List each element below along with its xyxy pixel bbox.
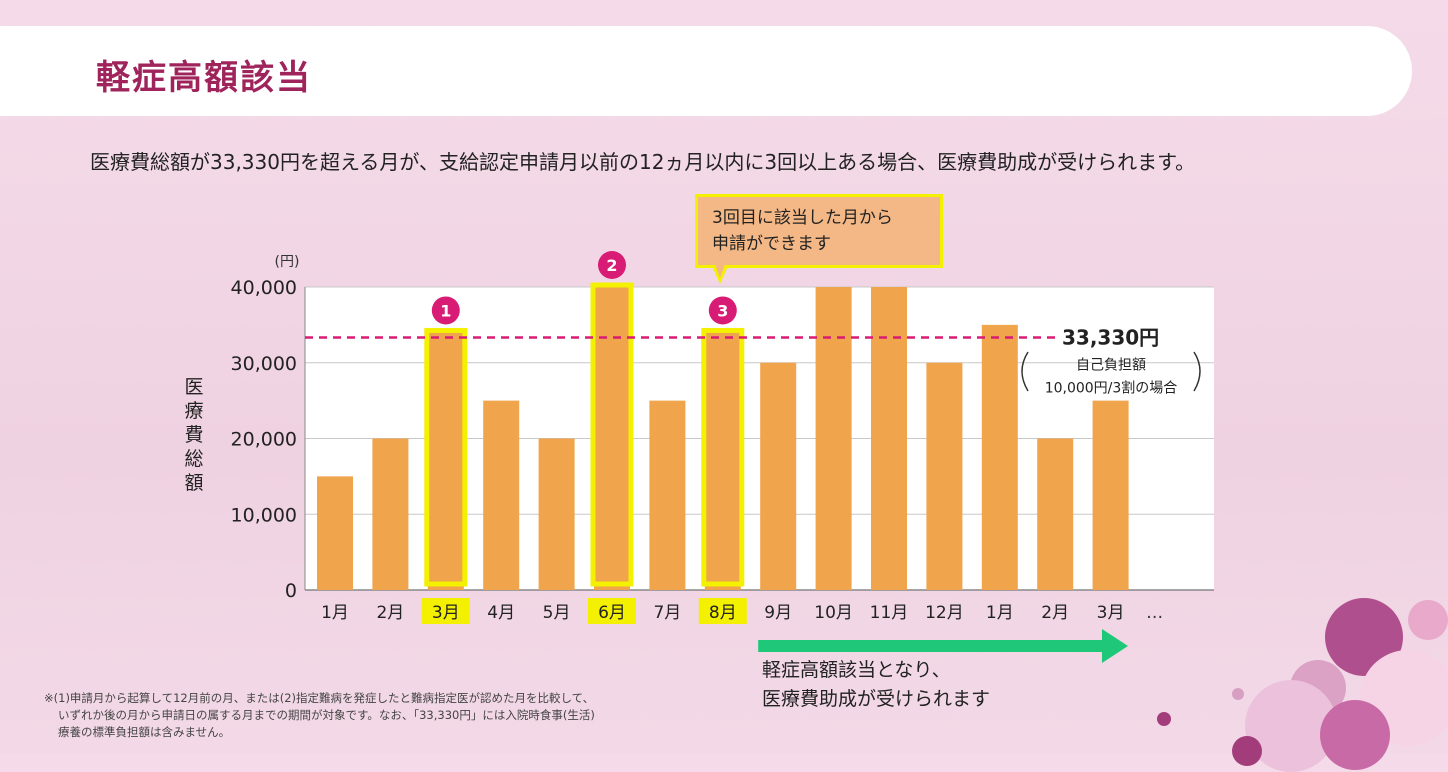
x-tick-label: 4月 — [487, 603, 515, 623]
footnote-line-3: 療養の標準負担額は含みません。 — [58, 725, 231, 739]
bar-highlight — [590, 282, 634, 587]
arrow-caption: 軽症高額該当となり、 医療費助成が受けられます — [762, 656, 990, 714]
threshold-label: 33,330円 — [1062, 326, 1159, 350]
arrow-head — [1102, 629, 1128, 663]
x-tick-label: 5月 — [543, 603, 571, 623]
bar — [871, 287, 907, 590]
description-text: 医療費総額が33,330円を超える月が、支給認定申請月以前の12ヵ月以内に3回以… — [90, 150, 1196, 174]
title-bar — [0, 26, 1412, 116]
y-tick-label: 20,000 — [231, 429, 297, 451]
decorative-bubble — [1320, 700, 1390, 770]
y-tick-label: 30,000 — [231, 353, 297, 375]
bar — [926, 362, 963, 590]
y-axis-title-char: 療 — [184, 400, 203, 422]
arrow-shaft — [758, 640, 1104, 652]
callout-tail-fill — [715, 264, 725, 278]
bar — [1037, 438, 1074, 590]
category-highlight — [698, 598, 747, 624]
bar — [815, 287, 852, 590]
y-tick-label: 10,000 — [231, 504, 297, 526]
page-title: 軽症高額該当 — [96, 58, 312, 98]
x-tick-label: 7月 — [653, 603, 681, 623]
paren-left — [1021, 351, 1029, 392]
bar — [760, 362, 797, 590]
x-tick-label: 6月 — [598, 603, 626, 623]
bar-highlight — [701, 327, 745, 587]
x-tick-label: 1月 — [986, 603, 1014, 623]
bar — [981, 324, 1018, 590]
x-tick-label: 9月 — [764, 603, 792, 623]
x-tick-label: 12月 — [925, 603, 964, 623]
step-marker — [431, 296, 460, 325]
bar — [1092, 400, 1129, 590]
bar — [372, 438, 409, 590]
x-tick-label: 3月 — [1097, 603, 1125, 623]
y-axis-title-char: 費 — [184, 424, 203, 446]
category-highlight — [588, 598, 636, 624]
step-marker — [708, 296, 737, 325]
bar-highlight — [424, 327, 468, 587]
bar — [427, 332, 464, 590]
arrow-caption-line-1: 軽症高額該当となり、 — [762, 659, 951, 681]
bar — [483, 400, 520, 590]
callout-line-1: 3回目に該当した月から — [712, 208, 893, 228]
step-marker-label: 2 — [606, 256, 617, 275]
arrow-caption-line-2: 医療費助成が受けられます — [762, 688, 991, 710]
callout-box: 3回目に該当した月から 申請ができます — [695, 194, 943, 268]
y-tick-label: 40,000 — [231, 277, 297, 299]
y-axis-title-char: 総 — [184, 448, 203, 470]
x-tick-label: 2月 — [1041, 603, 1069, 623]
threshold-note-line-2: 10,000円/3割の場合 — [1045, 380, 1178, 397]
step-marker — [598, 251, 626, 279]
decorative-bubble — [1157, 712, 1171, 726]
y-unit-label: (円) — [275, 254, 300, 270]
x-tick-label: 8月 — [709, 603, 737, 623]
threshold-note-line-1: 自己負担額 — [1076, 358, 1146, 374]
bar-chart: 0 10,000 20,000 30,000 40,000 (円) 医療費総額 33,330円… — [184, 251, 1214, 663]
x-tick-label: 2月 — [376, 603, 404, 623]
footnote: ※(1)申請月から起算して12月前の月、または(2)指定難病を発症したと難病指定… — [44, 690, 595, 741]
callout-line-2: 申請ができます — [712, 234, 831, 254]
bar — [538, 438, 575, 590]
paren-right — [1193, 351, 1201, 392]
x-tick-label: 11月 — [870, 603, 909, 623]
x-tick-label: 3月 — [432, 603, 460, 623]
footnote-line-1: ※(1)申請月から起算して12月前の月、または(2)指定難病を発症したと難病指定… — [44, 691, 595, 705]
bar — [704, 332, 741, 590]
decorative-bubble — [1408, 600, 1448, 640]
y-axis-title-char: 医 — [184, 376, 203, 398]
bar — [594, 287, 630, 590]
category-highlight — [421, 598, 470, 624]
bar — [317, 476, 353, 590]
footnote-line-2: いずれか後の月から申請日の属する月までの期間が対象です。なお、「33,330円」… — [58, 708, 595, 722]
y-axis-title-char: 額 — [184, 472, 203, 494]
x-tick-label: 10月 — [814, 603, 853, 623]
step-marker-label: 3 — [717, 301, 728, 320]
x-tick-label: 1月 — [321, 603, 349, 623]
y-tick-label: 0 — [285, 580, 297, 602]
decorative-bubble — [1232, 688, 1244, 700]
decorative-bubble — [1232, 736, 1262, 766]
x-tick-continuation: … — [1146, 603, 1163, 623]
bar — [649, 400, 686, 590]
step-marker-label: 1 — [440, 301, 451, 320]
